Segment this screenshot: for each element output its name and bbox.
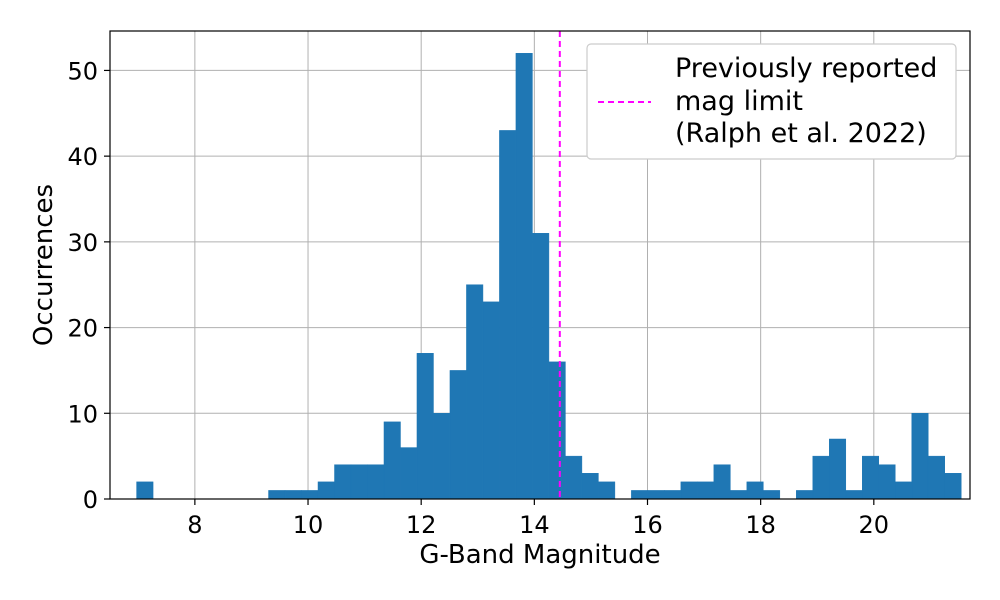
legend-label-line-2: mag limit: [675, 86, 803, 117]
histogram-bar: [581, 473, 599, 500]
histogram-bar: [763, 490, 781, 500]
histogram-bar: [466, 284, 484, 500]
histogram-bar: [911, 413, 929, 500]
histogram-bar: [631, 490, 649, 500]
x-tick-label: 14: [519, 511, 550, 539]
y-tick-label: 40: [67, 143, 98, 171]
histogram-bar: [383, 421, 401, 500]
histogram-bar: [927, 455, 945, 500]
histogram-bars: [136, 53, 962, 500]
histogram-bar: [845, 490, 863, 500]
y-axis-title: Occurrences: [29, 184, 59, 346]
histogram-bar: [532, 233, 550, 500]
histogram-bar: [680, 481, 698, 500]
histogram-bar: [268, 490, 286, 500]
histogram-bar: [416, 353, 434, 500]
x-tick-label: 16: [632, 511, 663, 539]
histogram-bar: [334, 464, 352, 500]
y-tick-label: 20: [67, 315, 98, 343]
histogram-bar: [829, 438, 847, 500]
histogram-bar: [895, 481, 913, 500]
legend: Previously reported mag limit (Ralph et …: [586, 43, 957, 160]
histogram-bar: [598, 481, 616, 500]
legend-box: [586, 43, 957, 160]
histogram-bar: [697, 481, 715, 500]
plot-frame: [109, 30, 971, 500]
histogram-bar: [317, 481, 335, 500]
histogram-bar: [730, 490, 748, 500]
histogram-bar: [350, 464, 368, 500]
y-axis-ticks: 0 10 20 30 40 50: [67, 57, 110, 514]
histogram-bar: [449, 370, 467, 500]
x-tick-label: 10: [293, 511, 324, 539]
x-tick-label: 8: [187, 511, 202, 539]
histogram-bar: [862, 455, 880, 500]
y-tick-label: 0: [83, 486, 98, 514]
y-tick-label: 10: [67, 400, 98, 428]
legend-label-line-3: (Ralph et al. 2022): [675, 118, 927, 149]
legend-label-line-1: Previously reported: [675, 53, 937, 84]
histogram-bar: [944, 473, 962, 500]
x-tick-label: 18: [745, 511, 776, 539]
histogram-bar: [812, 455, 830, 500]
y-tick-label: 50: [67, 57, 98, 85]
x-axis-title: G-Band Magnitude: [419, 540, 660, 570]
x-axis-ticks: 8 10 12 14 16 18 20: [187, 499, 889, 539]
histogram-bar: [515, 53, 533, 500]
histogram-bar: [746, 481, 764, 500]
y-tick-label: 30: [67, 229, 98, 257]
histogram-bar: [301, 490, 319, 500]
histogram-bar: [878, 464, 896, 500]
histogram-bar: [433, 413, 451, 500]
histogram-bar: [499, 130, 517, 500]
histogram-bar: [664, 490, 682, 500]
histogram-bar: [136, 481, 154, 500]
histogram-bar: [796, 490, 814, 500]
histogram-bar: [565, 455, 583, 500]
histogram-bar: [367, 464, 385, 500]
x-tick-label: 20: [859, 511, 890, 539]
histogram-bar: [548, 361, 566, 500]
x-tick-label: 12: [406, 511, 437, 539]
histogram-bar: [400, 447, 418, 500]
histogram-bar: [284, 490, 302, 500]
histogram-bar: [482, 301, 500, 500]
histogram-bar: [713, 464, 731, 500]
histogram-bar: [647, 490, 665, 500]
